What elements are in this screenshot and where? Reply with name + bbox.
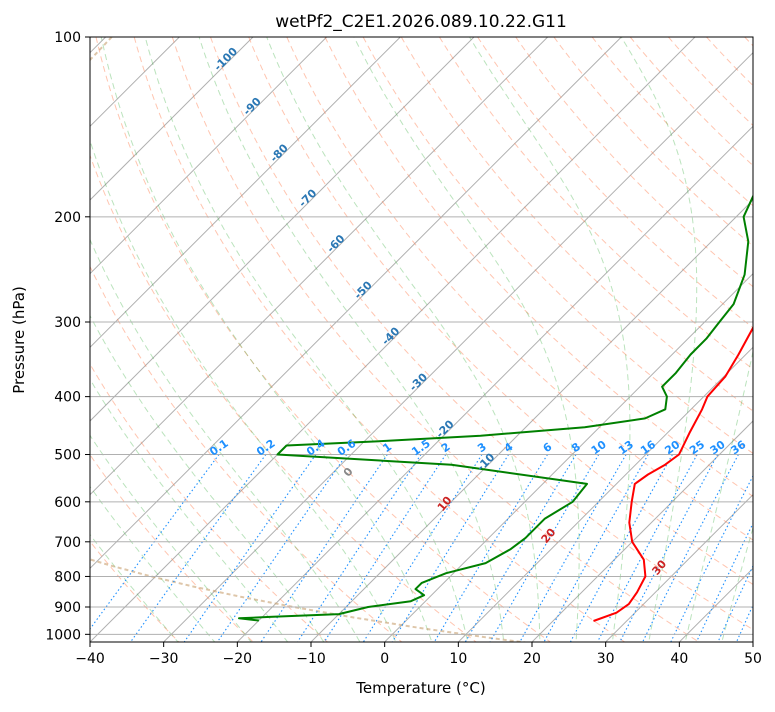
x-tick-label: 40 <box>670 651 688 667</box>
y-tick-label: 600 <box>54 495 81 511</box>
x-tick-label: 30 <box>597 651 615 667</box>
y-tick-label: 400 <box>54 390 81 406</box>
y-tick-label: 200 <box>54 210 81 226</box>
y-tick-label: 1000 <box>45 627 81 643</box>
y-tick-label: 700 <box>54 535 81 551</box>
y-tick-label: 300 <box>54 315 81 331</box>
y-tick-label: 800 <box>54 569 81 585</box>
x-tick-label: 10 <box>449 651 467 667</box>
x-tick-label: −30 <box>149 651 179 667</box>
y-axis-label: Pressure (hPa) <box>10 286 28 394</box>
x-tick-label: 20 <box>523 651 541 667</box>
x-tick-label: 50 <box>744 651 762 667</box>
y-tick-label: 500 <box>54 448 81 464</box>
chart-title: wetPf2_C2E1.2026.089.10.22.G11 <box>275 12 567 32</box>
x-axis-label: Temperature (°C) <box>355 679 485 697</box>
x-tick-label: −40 <box>75 651 105 667</box>
x-tick-label: −20 <box>223 651 253 667</box>
y-tick-label: 100 <box>54 30 81 46</box>
x-tick-label: 0 <box>380 651 389 667</box>
y-tick-label: 900 <box>54 600 81 616</box>
x-tick-label: −10 <box>296 651 326 667</box>
